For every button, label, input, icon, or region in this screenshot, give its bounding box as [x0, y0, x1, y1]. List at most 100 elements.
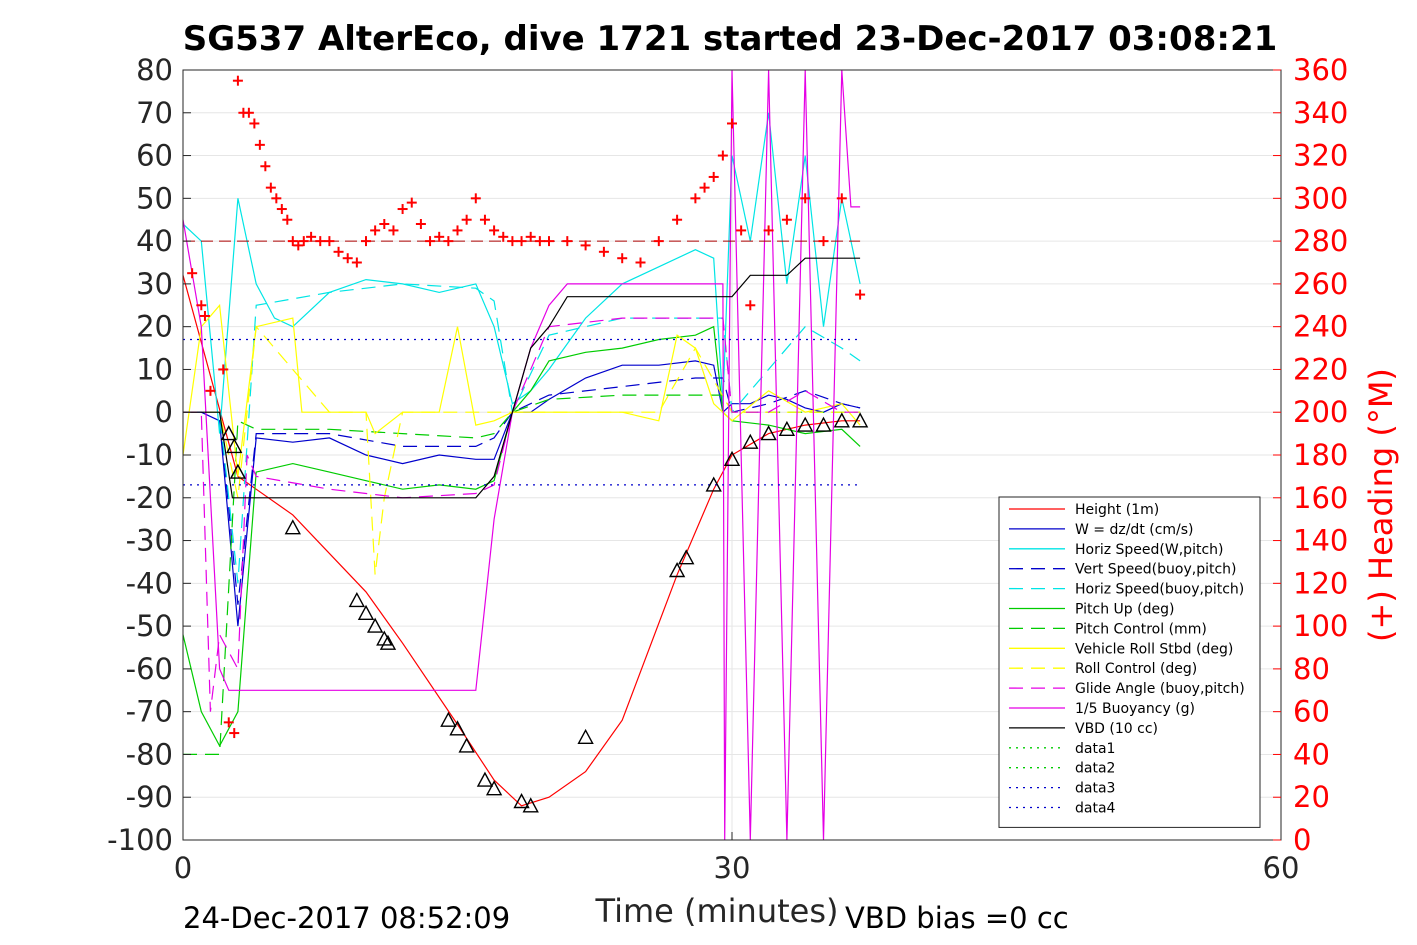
heading-point — [196, 300, 207, 311]
depth-marker — [229, 463, 247, 479]
depth-marker — [815, 416, 832, 432]
heading-point — [855, 289, 866, 300]
heading-point — [763, 225, 774, 236]
y2-tick-label: 20 — [1293, 780, 1330, 814]
y2-tick-label: 180 — [1293, 438, 1348, 472]
series-layer — [182, 69, 861, 841]
depth-marker — [226, 437, 243, 454]
heading-point — [315, 236, 326, 247]
heading-point — [461, 214, 472, 225]
y-tick-label: -70 — [126, 695, 173, 729]
depth-marker — [379, 634, 397, 650]
heading-point — [525, 231, 536, 242]
heading-point — [507, 236, 518, 247]
heading-point — [580, 240, 591, 251]
y-axis-ticks: 80 70 60 50 40 30 20 10 0 -10 -20 -30 -40 -50 -60 -70 -8… — [107, 53, 191, 857]
y-tick-label: 50 — [136, 181, 173, 215]
heading-point — [223, 717, 234, 728]
y-tick-label: -100 — [107, 823, 173, 857]
y-tick-label: -30 — [126, 524, 173, 558]
y-tick-label: 70 — [136, 96, 173, 130]
depth-marker — [778, 420, 796, 437]
series-line-7 — [182, 303, 861, 477]
y2-tick-label: 280 — [1293, 224, 1348, 258]
heading-point — [434, 231, 445, 242]
heading-point — [260, 161, 271, 172]
series-line-0 — [182, 275, 861, 807]
heading-point — [306, 231, 317, 242]
heading-point — [342, 253, 353, 264]
heading-point — [452, 225, 463, 236]
series-line-8 — [183, 325, 861, 575]
heading-point — [199, 310, 210, 321]
heading-point — [243, 107, 254, 118]
heading-point — [187, 268, 198, 279]
heading-point — [298, 236, 309, 247]
y2-tick-label: 160 — [1293, 481, 1348, 515]
y2-tick-label: 0 — [1293, 823, 1311, 857]
series-line-2 — [182, 112, 861, 434]
heading-point — [498, 231, 509, 242]
heading-point — [293, 240, 304, 251]
y2-tick-label: 360 — [1293, 53, 1348, 87]
depth-marker — [485, 780, 503, 796]
legend: Height (1m) W = dz/dt (cm/s) Horiz Speed(W… — [998, 496, 1261, 828]
heading-point — [415, 219, 426, 229]
y2-axis-label: (+) Heading (°M) — [1362, 368, 1400, 642]
heading-point — [276, 204, 287, 215]
y-tick-label: -80 — [126, 737, 173, 771]
y-tick-label: -20 — [126, 481, 173, 515]
heading-point — [534, 236, 545, 247]
y-tick-label: 0 — [155, 395, 173, 429]
legend-entry-10: 1/5 Buoyancy (g) — [1075, 701, 1195, 717]
depth-marker — [476, 771, 494, 787]
depth-marker — [284, 519, 301, 535]
y2-tick-label: 60 — [1293, 695, 1330, 729]
heading-point — [516, 236, 527, 247]
y2-tick-label: 320 — [1293, 139, 1348, 173]
heading-point — [425, 236, 436, 247]
heading-point — [727, 118, 737, 129]
heading-point — [254, 139, 265, 150]
y-tick-label: 40 — [136, 224, 173, 258]
series-line-11 — [183, 257, 861, 499]
heading-point — [388, 225, 399, 236]
heading-point — [397, 204, 408, 215]
legend-entry-15: data4 — [1075, 801, 1116, 817]
depth-marker — [348, 591, 366, 608]
heading-point — [489, 225, 500, 236]
heading-point — [617, 253, 628, 264]
depth-marker — [668, 562, 686, 578]
heading-point — [479, 214, 490, 225]
depth-marker — [851, 412, 869, 428]
x-tick-label: 30 — [714, 851, 751, 885]
y2-tick-label: 260 — [1293, 267, 1348, 301]
heading-point — [781, 214, 792, 225]
heading-point — [818, 236, 829, 247]
legend-entry-1: W = dz/dt (cm/s) — [1075, 522, 1194, 538]
legend-entry-7: Vehicle Roll Stbd (deg) — [1075, 641, 1233, 657]
depth-marker — [376, 630, 393, 646]
legend-entry-13: data2 — [1075, 761, 1115, 777]
depth-marker — [357, 604, 375, 620]
heading-point — [287, 236, 298, 247]
marker-layer — [220, 412, 869, 813]
series-line-6 — [183, 394, 861, 756]
depth-marker — [723, 450, 741, 466]
depth-marker — [833, 412, 850, 428]
heading-point — [708, 171, 719, 182]
y-tick-label: -50 — [126, 609, 173, 643]
y-tick-label: 30 — [136, 267, 173, 301]
heading-point — [544, 236, 554, 247]
depth-marker — [440, 711, 457, 727]
chart-title: SG537 AlterEco, dive 1721 started 23-Dec… — [183, 19, 1278, 59]
heading-point — [271, 193, 282, 204]
heading-point — [443, 236, 454, 247]
depth-marker — [678, 549, 695, 565]
legend-entry-9: Glide Angle (buoy,pitch) — [1075, 681, 1245, 697]
heading-point — [370, 225, 381, 236]
heading-point — [282, 214, 293, 225]
y2-tick-label: 340 — [1293, 96, 1348, 130]
heading-point — [562, 236, 573, 247]
heading-point — [232, 75, 243, 86]
